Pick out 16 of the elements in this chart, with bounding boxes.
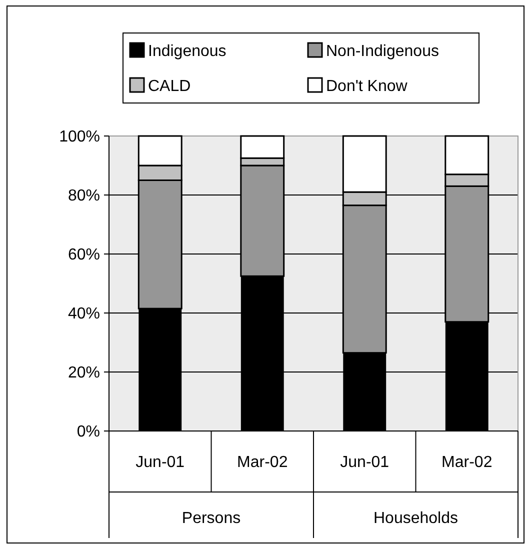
- legend-label: Indigenous: [148, 43, 226, 60]
- y-tick-label: 20%: [68, 364, 100, 382]
- x-tick-label: Mar-02: [442, 454, 492, 471]
- legend-label: Don't Know: [326, 78, 408, 95]
- y-tick-label: 80%: [68, 188, 100, 205]
- legend-label: CALD: [148, 78, 191, 95]
- x-tick-label: Jun-01: [340, 454, 390, 471]
- y-tick-label: 40%: [68, 306, 100, 323]
- y-tick-label: 60%: [68, 246, 100, 264]
- legend-label: Non-Indigenous: [326, 43, 439, 60]
- x-tick-label: Jun-01: [136, 454, 185, 471]
- text: Persons: [182, 510, 241, 527]
- text: Households: [374, 510, 458, 527]
- y-tick-label: 100%: [59, 128, 100, 146]
- y-tick-label: 0%: [76, 424, 100, 441]
- x-tick-label: Mar-02: [237, 454, 288, 471]
